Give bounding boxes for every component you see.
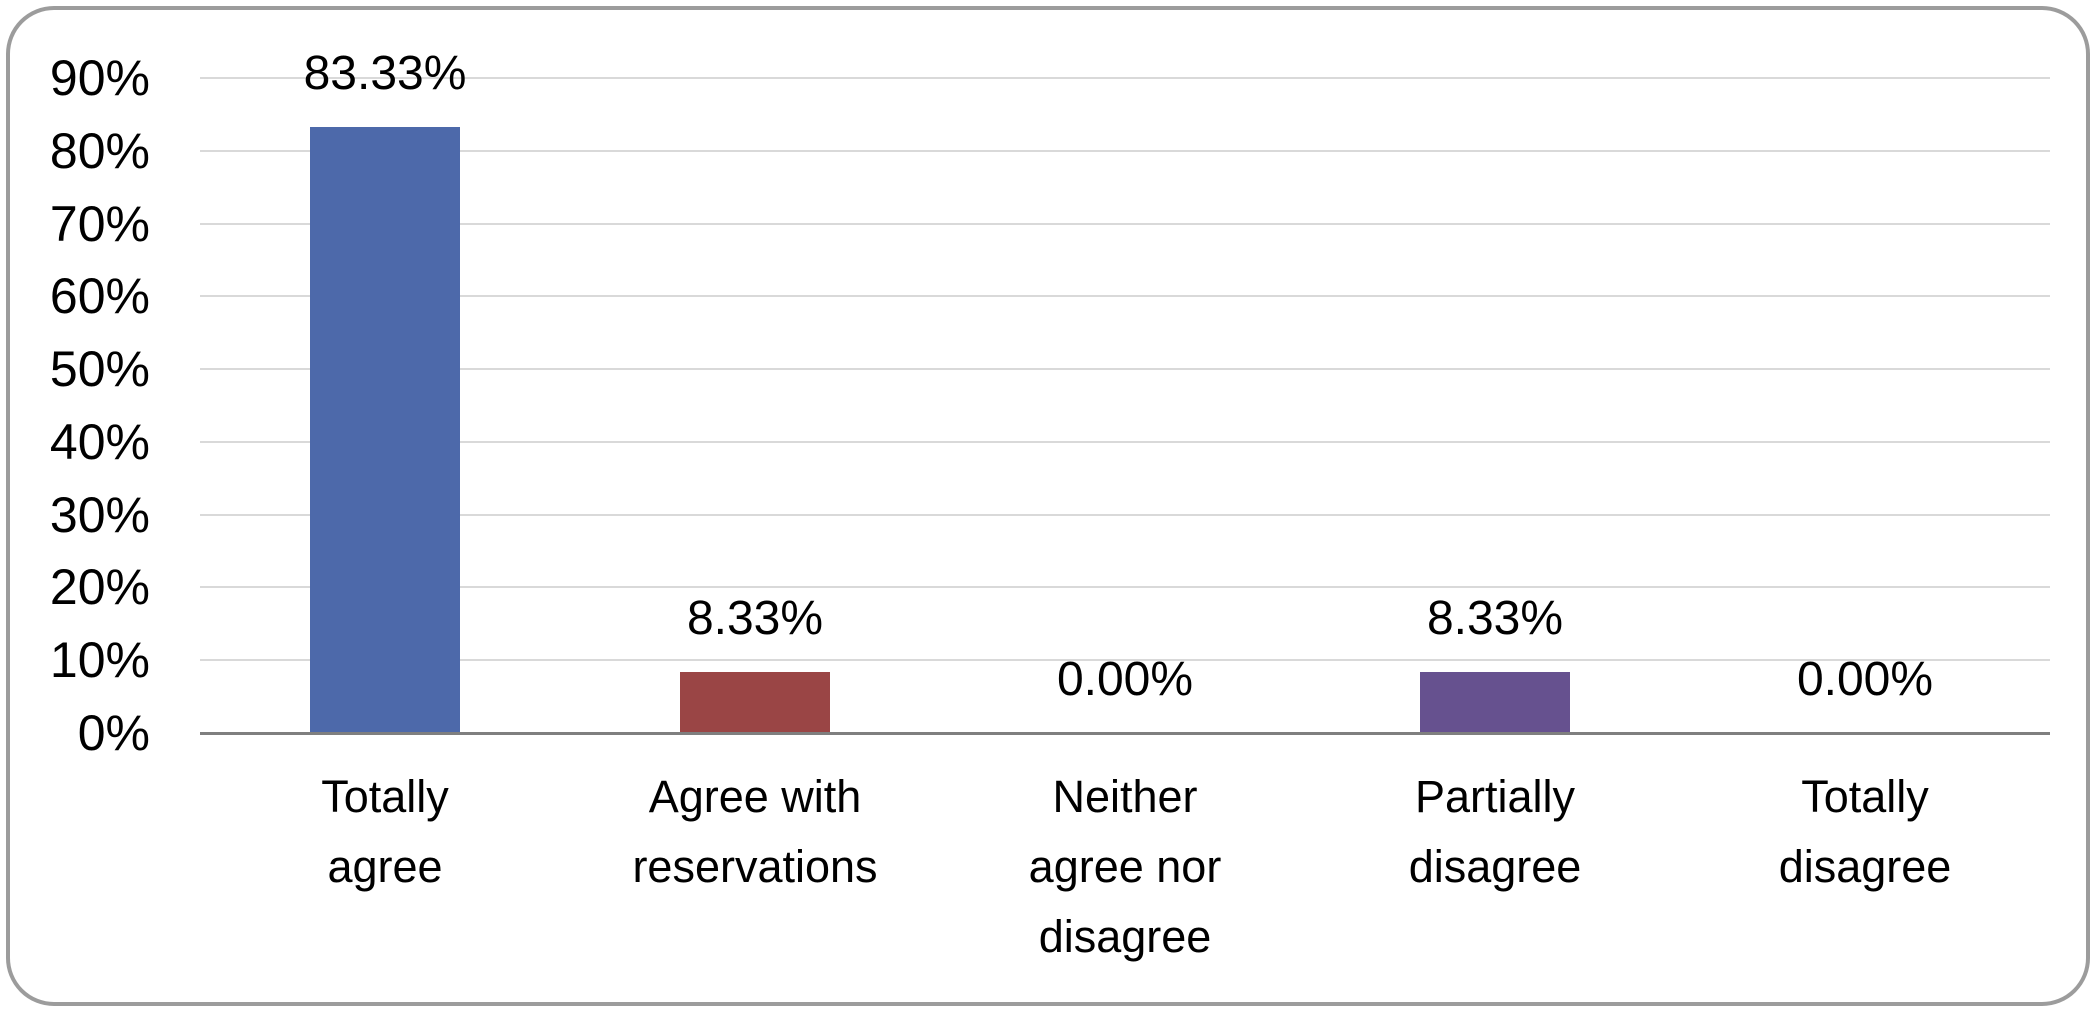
bar-columns: 83.33% 8.33% 0.00% 8.33% 0.00% — [200, 48, 2050, 733]
gridline — [200, 222, 2050, 225]
bar — [1420, 672, 1570, 733]
y-tick-label: 60% — [49, 268, 150, 325]
chart-frame: 0% 10% 20% 30% 40% 50% 60% 70% 80% 90% 8… — [6, 6, 2090, 1006]
bar-value-label: 8.33% — [1426, 592, 1564, 646]
gridline — [200, 659, 2050, 662]
bar-column-neither-agree-nor-disagree: 0.00% — [940, 78, 1310, 733]
category-label: Totally agree — [321, 771, 449, 892]
gridline — [200, 295, 2050, 298]
y-tick-label: 50% — [49, 341, 150, 398]
bar-value-label: 0.00% — [1796, 653, 1934, 706]
y-tick-label: 0% — [77, 705, 150, 761]
category-axis: Totally agree Agree with reservations Ne… — [200, 762, 2050, 972]
bar-value-label: 0.00% — [1056, 653, 1194, 706]
y-tick-label: 70% — [49, 195, 150, 252]
gridline — [200, 440, 2050, 443]
gridline — [200, 586, 2050, 589]
y-tick-label: 90% — [49, 50, 150, 106]
category-label: Neither agree nor disagree — [1028, 771, 1222, 962]
bar — [680, 672, 830, 733]
plot-area: 83.33% 8.33% 0.00% 8.33% 0.00% — [200, 48, 2050, 735]
bar-value-label: 83.33% — [303, 46, 467, 100]
y-tick-label: 30% — [49, 486, 150, 543]
category-label: Partially disagree — [1408, 771, 1582, 892]
category-label: Agree with reservations — [632, 771, 878, 892]
gridline — [200, 513, 2050, 516]
y-tick-label: 20% — [49, 559, 150, 616]
bar-column-totally-disagree: 0.00% — [1680, 78, 2050, 733]
gridline — [200, 77, 2050, 79]
gridline — [200, 368, 2050, 371]
bar — [310, 126, 460, 733]
bar-column-totally-agree: 83.33% — [200, 48, 570, 733]
y-tick-label: 40% — [49, 413, 150, 470]
y-axis: 0% 10% 20% 30% 40% 50% 60% 70% 80% 90% — [10, 53, 160, 758]
gridline — [200, 149, 2050, 152]
bar-column-agree-with-reservations: 8.33% — [570, 78, 940, 733]
y-tick-label: 80% — [49, 122, 150, 179]
bar-column-partially-disagree: 8.33% — [1310, 78, 1680, 733]
bar-value-label: 8.33% — [686, 592, 824, 646]
y-tick-label: 10% — [49, 632, 150, 689]
category-label: Totally disagree — [1778, 771, 1952, 892]
x-axis-line — [200, 732, 2050, 735]
